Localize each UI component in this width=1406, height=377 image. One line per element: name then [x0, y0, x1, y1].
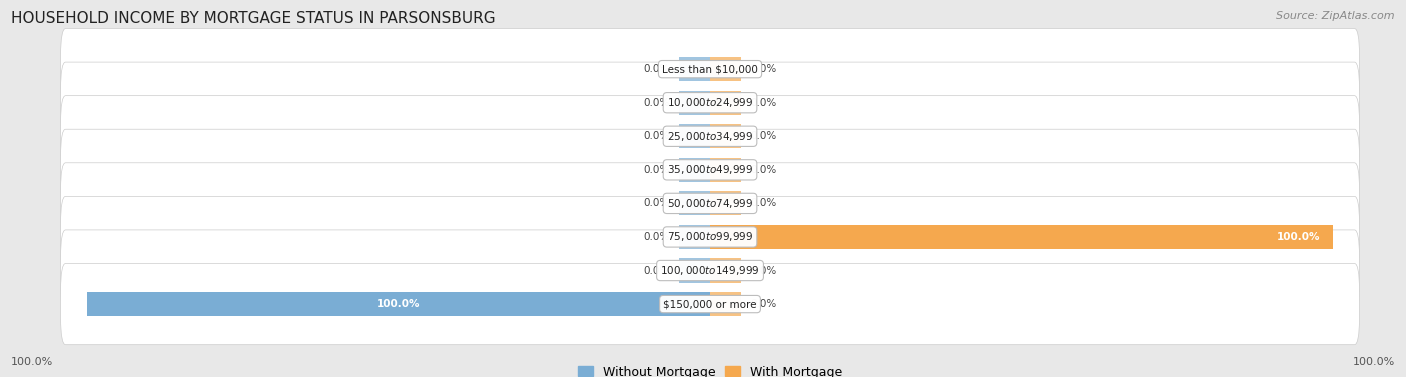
Bar — [679, 225, 710, 249]
Bar — [710, 292, 741, 316]
Bar — [679, 57, 710, 81]
Bar — [87, 292, 710, 316]
Text: $35,000 to $49,999: $35,000 to $49,999 — [666, 163, 754, 176]
Text: 100.0%: 100.0% — [1353, 357, 1395, 367]
Text: 0.0%: 0.0% — [751, 299, 776, 309]
Text: 0.0%: 0.0% — [644, 198, 669, 208]
Bar — [679, 90, 710, 115]
FancyBboxPatch shape — [60, 196, 1360, 277]
Text: 100.0%: 100.0% — [377, 299, 420, 309]
Text: 0.0%: 0.0% — [644, 98, 669, 108]
Text: $10,000 to $24,999: $10,000 to $24,999 — [666, 96, 754, 109]
Bar — [679, 124, 710, 149]
Text: 0.0%: 0.0% — [644, 165, 669, 175]
Text: HOUSEHOLD INCOME BY MORTGAGE STATUS IN PARSONSBURG: HOUSEHOLD INCOME BY MORTGAGE STATUS IN P… — [11, 11, 496, 26]
Text: Source: ZipAtlas.com: Source: ZipAtlas.com — [1277, 11, 1395, 21]
Text: $25,000 to $34,999: $25,000 to $34,999 — [666, 130, 754, 143]
Bar — [710, 158, 741, 182]
Bar — [710, 90, 741, 115]
Text: $100,000 to $149,999: $100,000 to $149,999 — [661, 264, 759, 277]
Bar — [710, 191, 741, 216]
Bar — [710, 57, 741, 81]
Text: 0.0%: 0.0% — [751, 265, 776, 276]
Text: 0.0%: 0.0% — [751, 64, 776, 74]
Bar — [679, 158, 710, 182]
Text: 0.0%: 0.0% — [751, 131, 776, 141]
Text: 0.0%: 0.0% — [644, 131, 669, 141]
Text: $75,000 to $99,999: $75,000 to $99,999 — [666, 230, 754, 244]
Text: 0.0%: 0.0% — [644, 265, 669, 276]
Text: 0.0%: 0.0% — [644, 64, 669, 74]
Bar — [710, 124, 741, 149]
Text: 100.0%: 100.0% — [1277, 232, 1320, 242]
Text: Less than $10,000: Less than $10,000 — [662, 64, 758, 74]
Bar — [679, 191, 710, 216]
Legend: Without Mortgage, With Mortgage: Without Mortgage, With Mortgage — [578, 366, 842, 377]
FancyBboxPatch shape — [60, 163, 1360, 244]
Text: 100.0%: 100.0% — [11, 357, 53, 367]
Text: 0.0%: 0.0% — [751, 98, 776, 108]
FancyBboxPatch shape — [60, 96, 1360, 177]
Text: 0.0%: 0.0% — [751, 198, 776, 208]
Bar — [679, 259, 710, 283]
Text: 0.0%: 0.0% — [751, 165, 776, 175]
FancyBboxPatch shape — [60, 129, 1360, 210]
FancyBboxPatch shape — [60, 264, 1360, 345]
Bar — [710, 225, 1333, 249]
Bar — [710, 259, 741, 283]
FancyBboxPatch shape — [60, 29, 1360, 110]
FancyBboxPatch shape — [60, 230, 1360, 311]
Text: $50,000 to $74,999: $50,000 to $74,999 — [666, 197, 754, 210]
Text: 0.0%: 0.0% — [644, 232, 669, 242]
FancyBboxPatch shape — [60, 62, 1360, 143]
Text: $150,000 or more: $150,000 or more — [664, 299, 756, 309]
